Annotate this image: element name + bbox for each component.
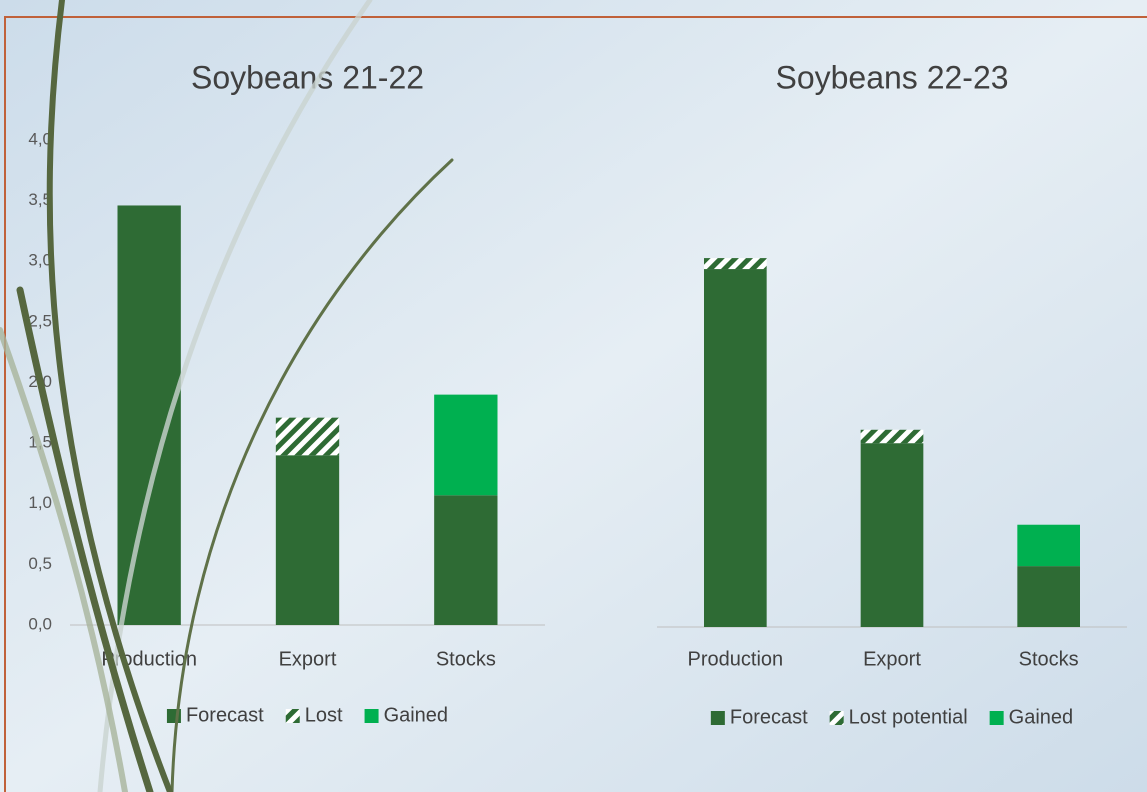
bar-segment [434,495,497,625]
x-tick-label: Production [688,648,784,670]
legend-label: Lost [305,704,343,726]
y-tick-label: 1,0 [28,493,52,512]
legend-label: Forecast [730,706,808,728]
y-tick-label: 0,0 [28,614,52,633]
legend-marker [365,709,379,723]
bar-segment [861,430,924,443]
legend-label: Lost potential [849,706,968,728]
bar-segment [276,418,339,456]
legend: Forecast Lost Gained [167,704,448,726]
y-tick-label: 0,5 [28,554,52,573]
bar-segment [704,258,767,269]
bar-segment [861,443,924,627]
legend-marker [286,709,300,723]
chart-title: Soybeans 22-23 [775,59,1008,95]
x-tick-label: Stocks [1019,648,1079,670]
legend-marker [830,711,844,725]
x-tick-label: Stocks [436,648,496,670]
bar-segment [1017,566,1080,627]
legend-marker [990,711,1004,725]
legend-label: Gained [1009,706,1074,728]
x-tick-label: Export [863,648,921,670]
bar-segment [276,455,339,625]
slide: Soybeans 21-220,00,51,01,52,02,53,03,54,… [0,0,1147,792]
bar-segment [1017,525,1080,566]
legend-label: Gained [384,704,449,726]
bar-segment [434,395,497,496]
chart-title: Soybeans 21-22 [191,59,424,95]
legend-marker [711,711,725,725]
bar-segment [704,269,767,627]
legend: Forecast Lost potential Gained [711,706,1073,728]
x-tick-label: Export [279,648,337,670]
y-tick-label: 2,5 [28,311,52,330]
legend-label: Forecast [186,704,264,726]
